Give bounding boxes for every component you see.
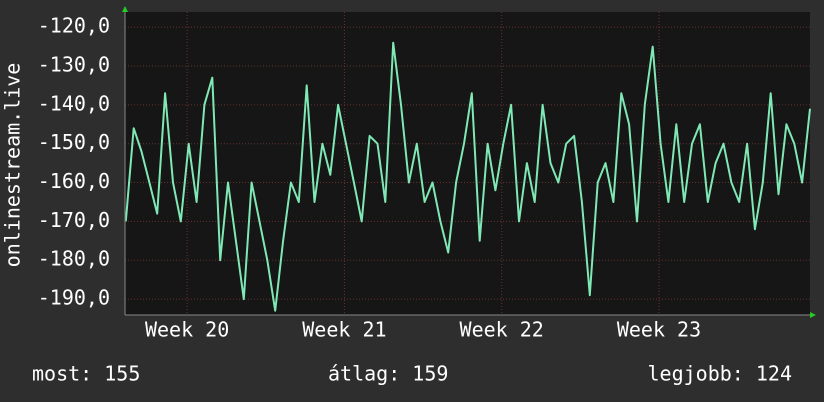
x-tick-label: Week 20 bbox=[145, 318, 229, 342]
y-tick-label: -130,0 bbox=[38, 52, 110, 76]
x-tick-label: Week 22 bbox=[460, 318, 544, 342]
footer-average: átlag: 159 bbox=[328, 362, 448, 386]
x-tick-label: Week 23 bbox=[617, 318, 701, 342]
y-axis-arrow bbox=[122, 6, 128, 12]
y-tick-label: -190,0 bbox=[38, 286, 110, 310]
x-tick-label: Week 21 bbox=[302, 318, 386, 342]
y-tick-label: -180,0 bbox=[38, 247, 110, 271]
y-axis-label: onlinestream.live bbox=[1, 63, 25, 268]
y-tick-label: -170,0 bbox=[38, 208, 110, 232]
footer-current: most: 155 bbox=[32, 362, 140, 386]
y-tick-label: -160,0 bbox=[38, 169, 110, 193]
y-tick-label: -140,0 bbox=[38, 91, 110, 115]
y-tick-label: -120,0 bbox=[38, 14, 110, 38]
x-axis-arrow bbox=[810, 312, 816, 318]
footer-best: legjobb: 124 bbox=[648, 362, 793, 386]
plot-area bbox=[125, 12, 810, 315]
data-line bbox=[124, 41, 811, 312]
y-tick-label: -150,0 bbox=[38, 130, 110, 154]
